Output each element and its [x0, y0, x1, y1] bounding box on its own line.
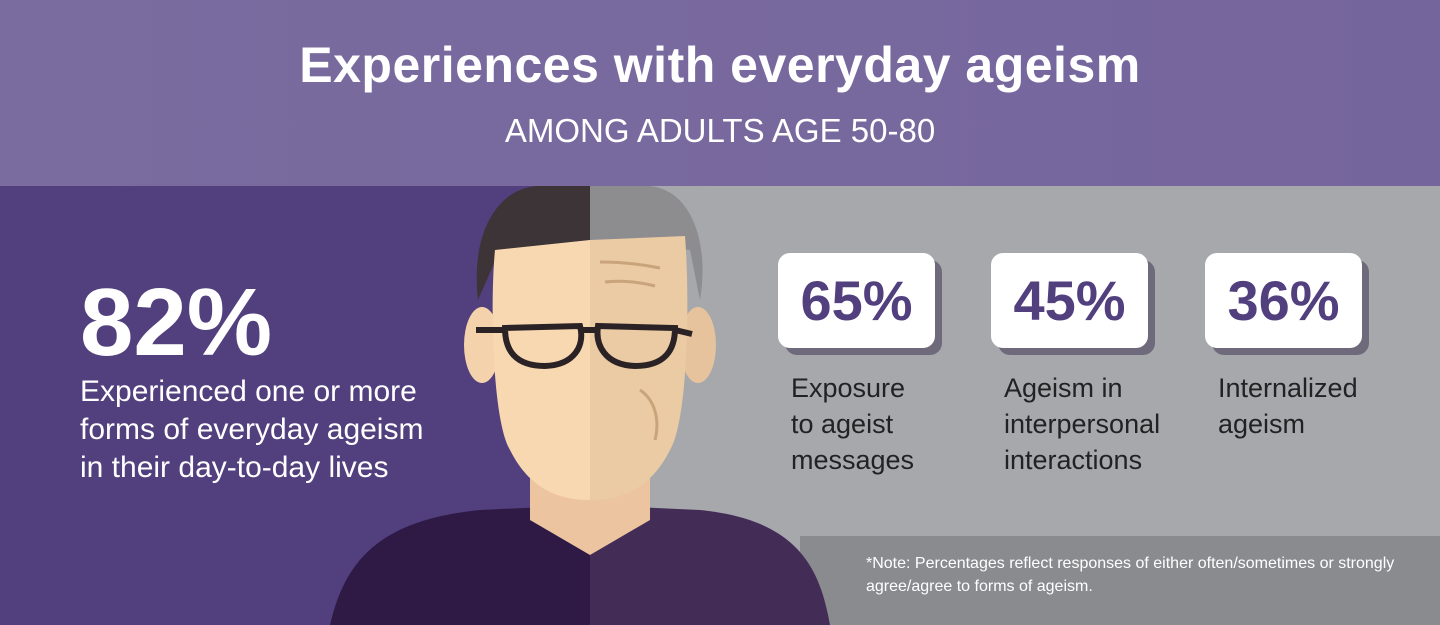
stat-label: Internalized ageism: [1218, 373, 1358, 439]
glasses: [476, 322, 693, 370]
main-stat-value: 82%: [80, 269, 273, 376]
note: *Note: Percentages reflect responses of …: [866, 555, 1395, 595]
hair-left: [476, 186, 590, 300]
shirt-right: [590, 505, 830, 625]
stat-value: 36%: [1205, 253, 1362, 348]
shirt-left: [330, 505, 590, 625]
ear-right: [680, 307, 716, 383]
note-band: [800, 536, 1440, 625]
face-left: [492, 240, 590, 500]
main-stat-description: Experienced one or more forms of everyda…: [80, 375, 424, 484]
ear-left: [464, 307, 500, 383]
stat-label: Exposure to ageist messages: [791, 373, 915, 475]
stat-label: Ageism in interpersonal interactions: [1004, 373, 1161, 475]
wrinkles: [599, 260, 661, 441]
stat-value: 45%: [991, 253, 1148, 348]
subtitle: AMONG ADULTS AGE 50-80: [504, 112, 936, 149]
stat-value: 65%: [778, 253, 935, 348]
title: Experiences with everyday ageism: [299, 37, 1141, 93]
header-band: [0, 0, 1440, 186]
